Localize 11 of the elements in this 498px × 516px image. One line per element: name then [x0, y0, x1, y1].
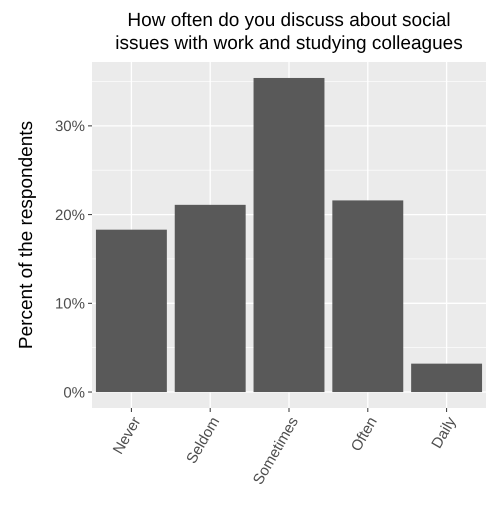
- y-axis-title: Percent of the respondents: [16, 120, 37, 350]
- bar: [332, 200, 404, 392]
- y-tick-label: 0%: [63, 384, 85, 402]
- y-tick-label: 20%: [54, 206, 85, 224]
- chart-title: How often do you discuss about social issues with work and studying colleagues: [115, 10, 463, 54]
- bar: [96, 230, 167, 392]
- bar: [411, 364, 482, 392]
- bar: [254, 78, 324, 392]
- y-tick-label: 30%: [54, 118, 85, 136]
- y-tick-label: 10%: [54, 296, 85, 313]
- bar: [174, 204, 246, 392]
